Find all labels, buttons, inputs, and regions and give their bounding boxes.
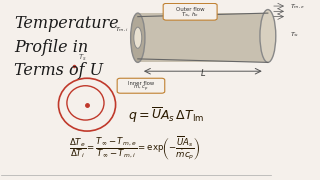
Text: $T_{m,e}$: $T_{m,e}$ bbox=[290, 3, 305, 11]
Text: Inner flow: Inner flow bbox=[128, 81, 154, 86]
Text: Terms of U: Terms of U bbox=[14, 62, 103, 79]
Text: Profile in: Profile in bbox=[14, 39, 88, 56]
FancyBboxPatch shape bbox=[138, 13, 268, 62]
Text: $T_\infty,\, h_o$: $T_\infty,\, h_o$ bbox=[181, 10, 199, 19]
FancyBboxPatch shape bbox=[117, 78, 165, 93]
Ellipse shape bbox=[260, 10, 276, 62]
Text: $T_{m,i}$: $T_{m,i}$ bbox=[115, 25, 128, 34]
Text: $q = \overline{U} A_s \, \Delta T_{\mathrm{lm}}$: $q = \overline{U} A_s \, \Delta T_{\math… bbox=[128, 106, 204, 125]
Text: $\dfrac{\Delta T_e}{\Delta T_i} = \dfrac{T_\infty - T_{m,e}}{T_\infty - T_{m,i}}: $\dfrac{\Delta T_e}{\Delta T_i} = \dfrac… bbox=[69, 135, 201, 162]
Text: $\dot{m},\, c_p$: $\dot{m},\, c_p$ bbox=[133, 82, 149, 93]
Ellipse shape bbox=[131, 13, 145, 62]
Ellipse shape bbox=[134, 27, 142, 48]
Text: $L$: $L$ bbox=[200, 68, 206, 78]
Text: $T_\infty$: $T_\infty$ bbox=[290, 30, 299, 39]
Text: Temperature: Temperature bbox=[14, 15, 119, 32]
FancyBboxPatch shape bbox=[163, 3, 217, 20]
Text: Outer flow: Outer flow bbox=[176, 7, 204, 12]
Text: $T_s$: $T_s$ bbox=[77, 53, 86, 63]
